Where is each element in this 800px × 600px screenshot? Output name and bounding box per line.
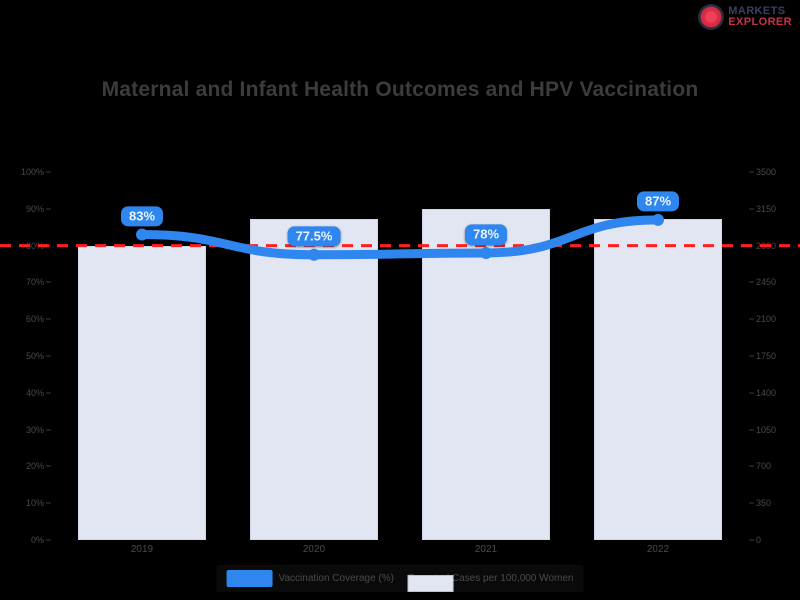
y-axis-right-tick-mark	[749, 208, 754, 210]
legend-item[interactable]: Reported Cases per 100,000 Women	[407, 573, 574, 592]
data-label: 78%	[464, 224, 508, 245]
y-axis-right-tick-mark	[749, 392, 754, 394]
y-axis-right-tick-label: 0	[756, 535, 762, 545]
x-axis-tick-label: 2020	[302, 544, 326, 555]
y-axis-right-tick-mark	[749, 502, 754, 504]
y-axis-right-tick-label: 700	[756, 461, 772, 472]
data-label: 87%	[636, 191, 680, 212]
line-series-overlay	[0, 213, 800, 261]
legend-label: Vaccination Coverage (%)	[278, 573, 394, 584]
y-axis-left-tick-label: 40%	[25, 387, 44, 398]
line-series-path	[142, 220, 658, 255]
y-axis-right-tick-mark	[749, 318, 754, 320]
y-axis-left-tick-mark	[46, 355, 51, 357]
y-axis-right-tick-mark	[749, 429, 754, 431]
brand-logo[interactable]: MARKETS EXPLORER	[698, 4, 792, 30]
y-axis-left-tick-mark	[46, 429, 51, 431]
x-axis-tick-label: 2019	[130, 544, 154, 555]
y-axis-left-tick-mark	[46, 208, 51, 210]
y-axis-left-tick-mark	[46, 465, 51, 467]
y-axis-right-tick-label: 1400	[756, 387, 777, 398]
y-axis-left-tick-label: 100%	[20, 167, 44, 177]
y-axis-left-tick-label: 50%	[25, 351, 44, 361]
globe-icon	[698, 4, 725, 30]
y-axis-right-tick-label: 1050	[756, 424, 777, 435]
y-axis-right-tick-mark	[749, 171, 754, 173]
y-axis-left-tick-label: 80%	[25, 240, 44, 251]
brand-logo-text: MARKETS EXPLORER	[728, 4, 792, 28]
data-label: 83%	[120, 205, 164, 227]
data-label: 77.5%	[287, 226, 341, 247]
y-axis-right: 350031502800245021001750140010507003500	[748, 167, 800, 545]
y-axis-right-tick-mark	[749, 281, 754, 283]
y-axis-right-tick-mark	[749, 539, 754, 541]
y-axis-left-tick-label: 10%	[25, 498, 44, 509]
line-data-point[interactable]	[480, 246, 492, 259]
y-axis-right-tick-label: 350	[756, 498, 772, 509]
legend-item[interactable]: Vaccination Coverage (%)	[226, 570, 394, 587]
y-axis-right-tick-mark	[749, 355, 754, 357]
brand-logo-line2: EXPLORER	[728, 16, 792, 28]
chart-legend[interactable]: Vaccination Coverage (%) Reported Cases p…	[216, 565, 584, 592]
y-axis-left-tick-mark	[46, 539, 51, 541]
y-axis-left-tick-label: 20%	[25, 461, 44, 472]
y-axis-right-tick-label: 1750	[756, 351, 777, 361]
chart-title: Maternal and Infant Health Outcomes and …	[101, 78, 699, 101]
line-data-point[interactable]	[308, 248, 320, 261]
y-axis-left-tick-mark	[46, 171, 51, 173]
bar[interactable]	[78, 245, 206, 540]
y-axis-left-tick-mark	[46, 502, 51, 504]
x-axis-tick-label: 2021	[474, 544, 498, 555]
y-axis-left-tick-label: 0%	[30, 535, 44, 545]
legend-swatch-line	[226, 570, 273, 587]
y-axis-right-tick-label: 3150	[756, 203, 777, 214]
y-axis-right-tick-label: 2450	[756, 277, 777, 288]
line-data-point[interactable]	[136, 228, 148, 241]
y-axis-left-tick-label: 70%	[25, 277, 44, 288]
y-axis-right-tick-label: 3500	[756, 167, 777, 177]
brand-logo-line1: MARKETS	[728, 4, 786, 17]
bar[interactable]	[250, 219, 378, 540]
y-axis-left-tick-mark	[46, 281, 51, 283]
x-axis-tick-label: 2022	[646, 544, 670, 555]
bar-series	[56, 172, 744, 540]
legend-swatch-bar	[407, 575, 454, 592]
y-axis-right-tick-label: 2100	[756, 314, 777, 325]
y-axis-left-tick-label: 60%	[25, 314, 44, 325]
y-axis-left-tick-mark	[46, 392, 51, 394]
y-axis-left-tick-label: 90%	[25, 203, 44, 214]
y-axis-right-tick-mark	[749, 465, 754, 467]
y-axis-left: 100% 90% 80% 70% 60% 50% 40% 30% 20% 10% 0%	[0, 167, 52, 545]
x-axis: 2019 2020 2021 2022	[56, 540, 744, 564]
line-data-point[interactable]	[652, 213, 664, 226]
y-axis-left-tick-mark	[46, 318, 51, 320]
plot-area: 83% 77.5% 78% 87%	[0, 172, 800, 540]
bar[interactable]	[422, 208, 550, 540]
y-axis-left-tick-label: 30%	[25, 424, 44, 435]
legend-label: Reported Cases per 100,000 Women	[407, 573, 574, 584]
bar[interactable]	[594, 219, 722, 540]
